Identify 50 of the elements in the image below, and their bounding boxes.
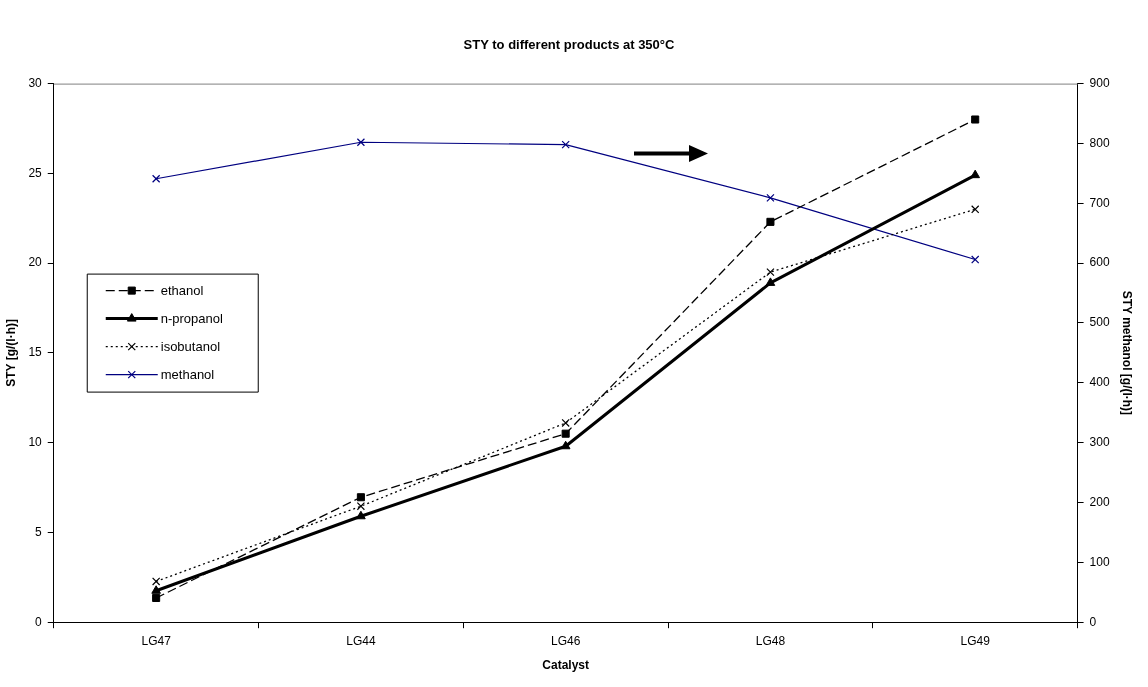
point bbox=[970, 169, 981, 179]
x-tick-label: LG44 bbox=[346, 633, 376, 648]
point bbox=[356, 138, 366, 147]
point bbox=[560, 440, 571, 450]
x-tick-label: LG47 bbox=[141, 633, 172, 648]
y2-tick-label: 0 bbox=[1089, 614, 1097, 629]
point bbox=[766, 193, 775, 203]
point bbox=[356, 502, 366, 511]
x-tick-label: LG49 bbox=[960, 633, 991, 648]
y2-tick-label: 400 bbox=[1089, 375, 1110, 390]
y2-tick-label: 600 bbox=[1089, 255, 1110, 270]
y2-tick-label: 100 bbox=[1089, 554, 1110, 569]
y2-tick-label: 500 bbox=[1089, 315, 1110, 330]
point bbox=[152, 593, 161, 602]
point bbox=[356, 493, 365, 502]
y2-axis-title: STY methanol [g/(l·h)] bbox=[1120, 290, 1135, 416]
legend-label: n-propanol bbox=[160, 311, 224, 327]
point bbox=[971, 255, 980, 264]
legend-label: isobutanol bbox=[160, 339, 221, 355]
point bbox=[152, 174, 161, 183]
y-axis-title: STY [g/(l·h)] bbox=[3, 319, 18, 387]
point bbox=[561, 140, 570, 149]
point bbox=[766, 267, 775, 277]
y2-tick-label: 200 bbox=[1089, 494, 1110, 509]
point bbox=[151, 585, 161, 594]
point bbox=[971, 115, 980, 124]
y-tick-label: 25 bbox=[28, 165, 43, 180]
x-axis-title: Catalyst bbox=[542, 658, 590, 673]
y2-tick-label: 900 bbox=[1089, 75, 1110, 90]
legend-label: methanol bbox=[160, 367, 215, 383]
point bbox=[152, 577, 161, 586]
point bbox=[561, 418, 570, 428]
y2-tick-label: 300 bbox=[1089, 434, 1110, 449]
y2-tick-label: 700 bbox=[1089, 195, 1110, 210]
y2-tick-label: 800 bbox=[1089, 135, 1110, 150]
y-tick-label: 20 bbox=[28, 255, 43, 270]
point bbox=[356, 510, 366, 520]
point bbox=[971, 205, 980, 214]
point bbox=[561, 429, 570, 438]
y-tick-label: 0 bbox=[35, 614, 43, 629]
legend-label: ethanol bbox=[160, 283, 204, 299]
y-tick-label: 30 bbox=[28, 75, 43, 90]
chart-title: STY to different products at 350°C bbox=[463, 37, 676, 53]
x-tick-label: LG46 bbox=[550, 633, 581, 648]
x-tick-label: LG48 bbox=[755, 633, 786, 648]
y-tick-label: 5 bbox=[35, 524, 43, 539]
y-tick-label: 15 bbox=[28, 345, 43, 360]
y-tick-label: 10 bbox=[28, 434, 43, 449]
point bbox=[765, 277, 776, 286]
point bbox=[766, 217, 775, 226]
